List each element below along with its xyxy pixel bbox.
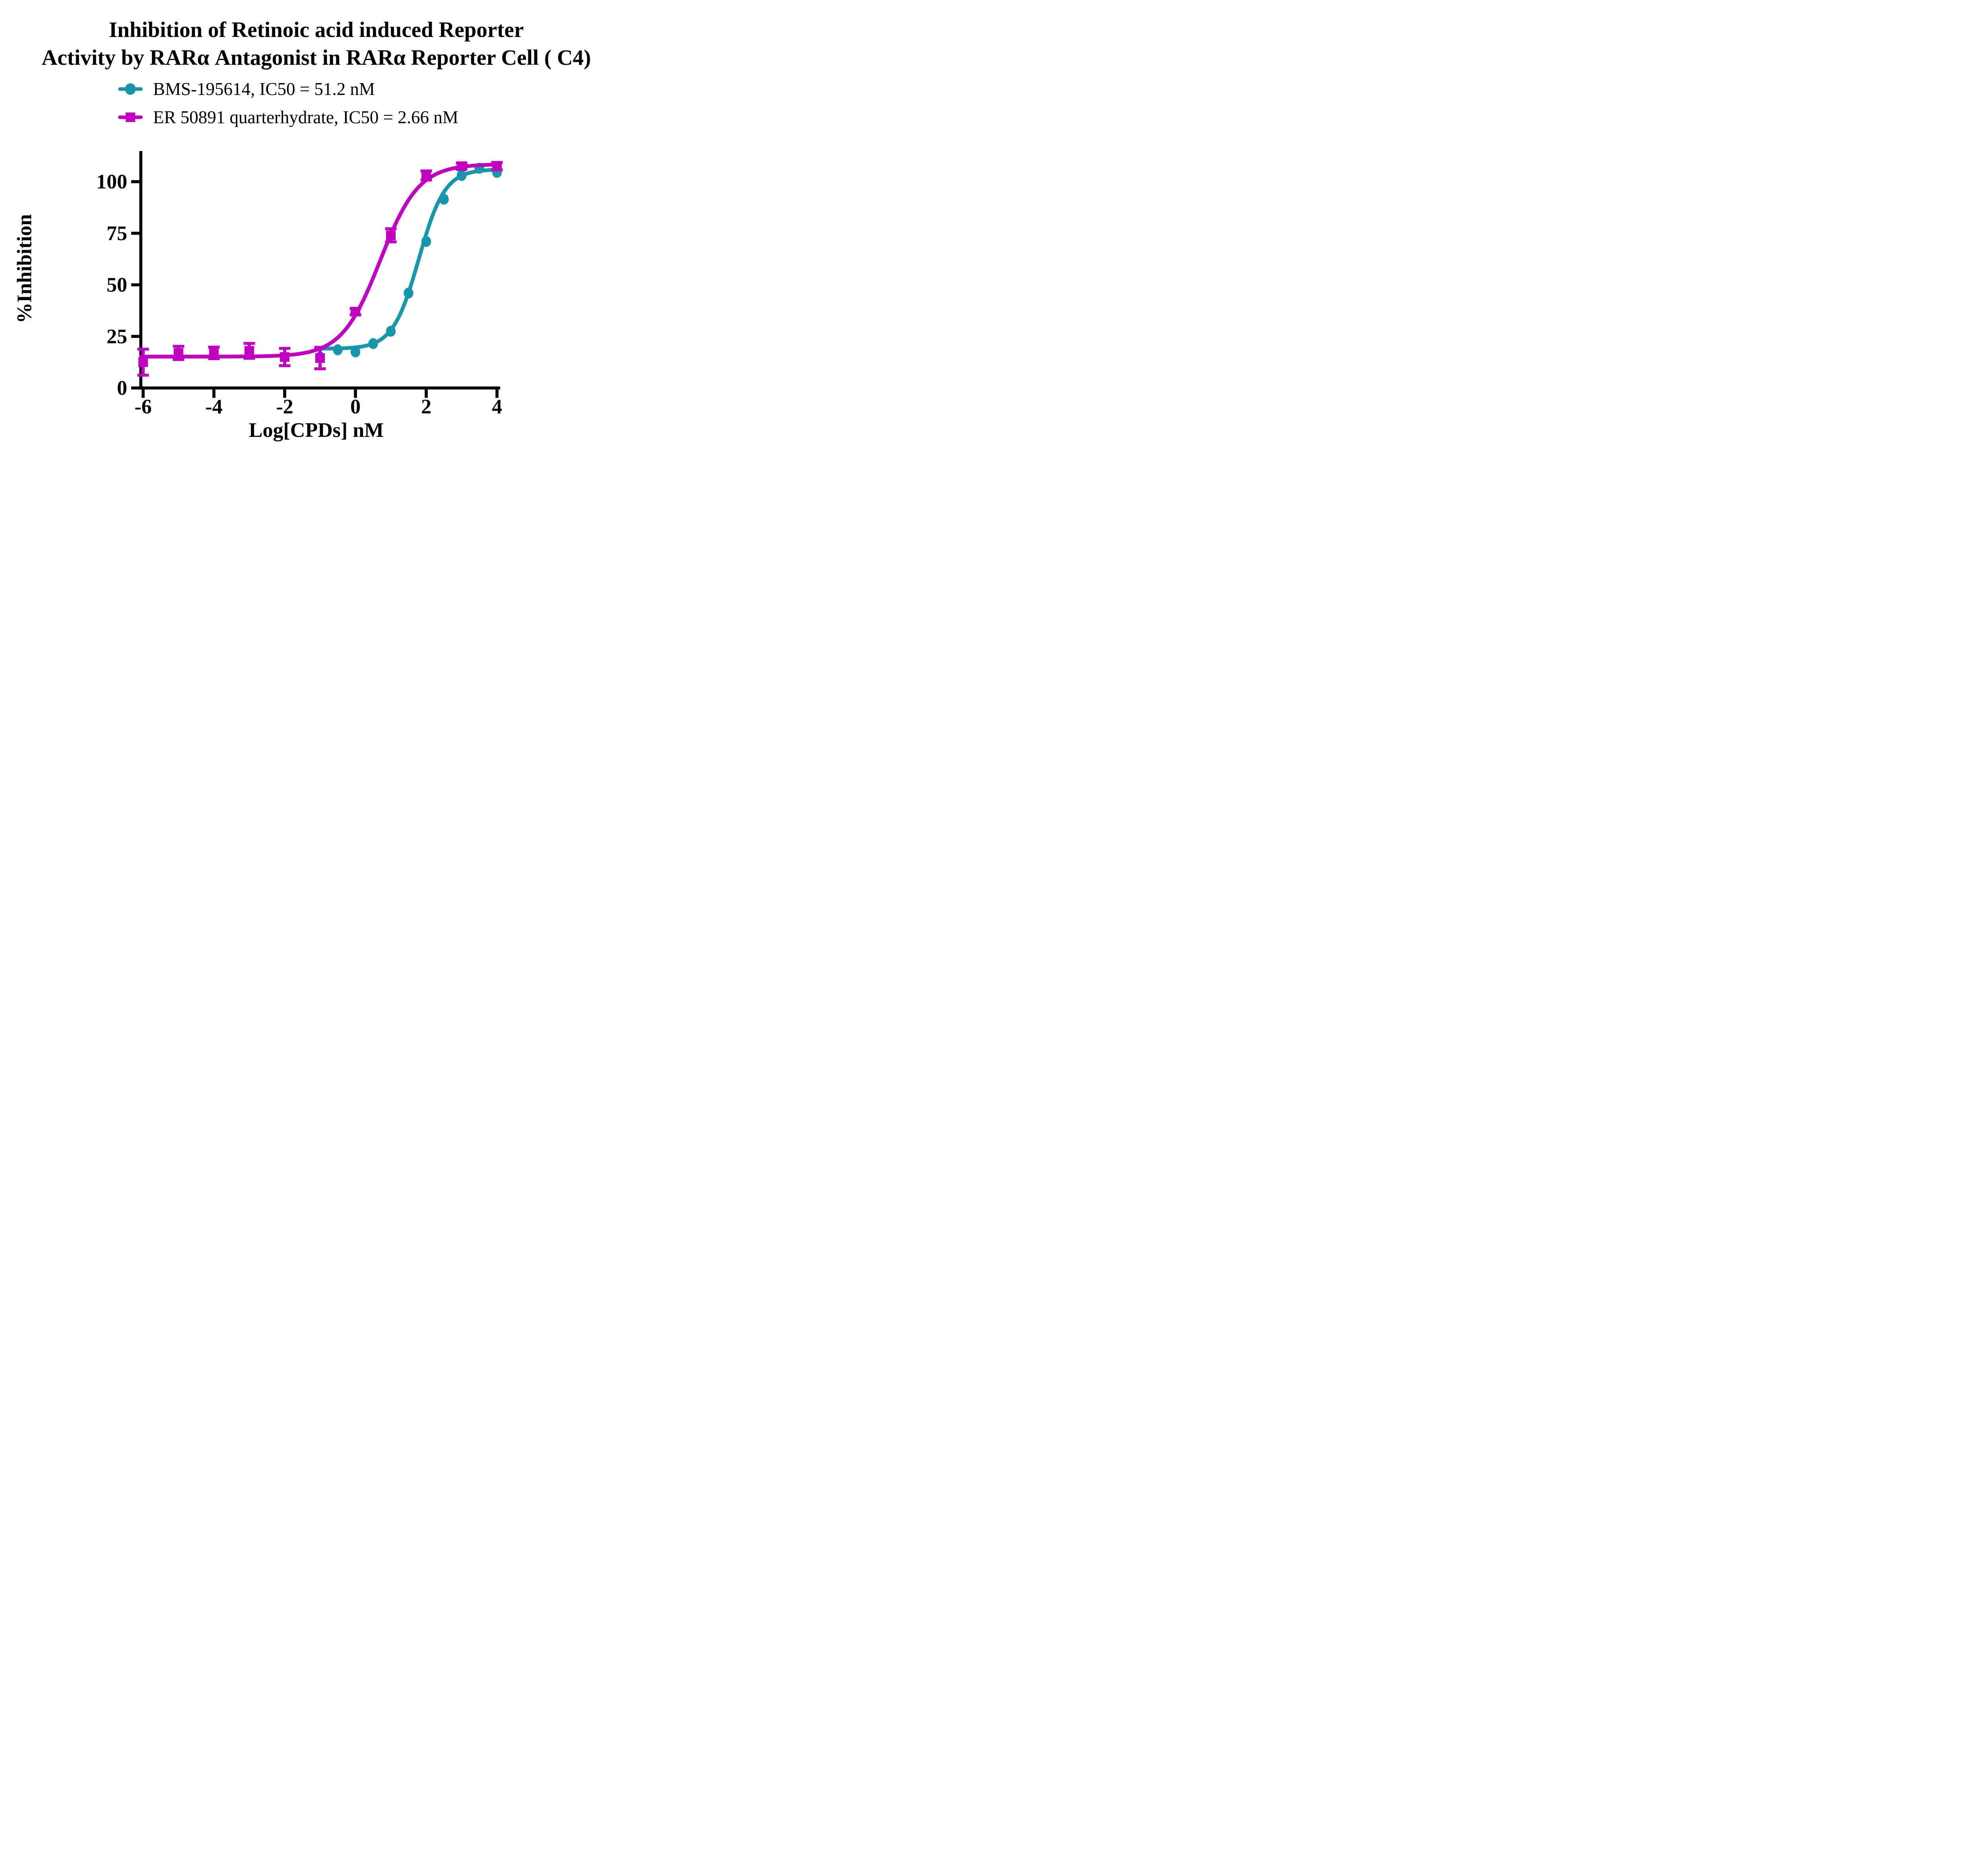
error-bar-cap-bottom — [243, 357, 255, 360]
legend-label-bms: BMS-195614, IC50 = 51.2 nM — [153, 79, 375, 99]
data-point-marker-square — [138, 357, 148, 367]
chart-canvas: Inhibition of Retinoic acid induced Repo… — [0, 0, 633, 464]
x-tick — [425, 389, 428, 398]
data-point-marker-circle — [386, 326, 396, 337]
x-tick — [283, 389, 286, 398]
legend-square-marker — [126, 112, 135, 122]
data-point-marker-square — [386, 230, 396, 240]
error-bar-cap-top — [385, 227, 397, 231]
y-tick-label: 25 — [107, 325, 127, 348]
y-tick — [131, 231, 140, 235]
data-point-marker-circle — [404, 287, 414, 299]
data-point-marker-square — [350, 306, 361, 317]
data-point-marker-square — [280, 352, 290, 362]
x-tick-label: -6 — [134, 396, 151, 418]
data-point-marker-circle — [439, 194, 449, 205]
axes: -6 -4 -2 0 2 4 0 25 50 75 100 — [96, 151, 502, 418]
x-tick-label: -4 — [205, 396, 222, 418]
error-bar-cap-bottom — [173, 358, 184, 361]
x-tick — [142, 389, 145, 398]
legend-item-er: ER 50891 quarterhydrate, IC50 = 2.66 nM — [118, 107, 458, 127]
error-bar-cap-top — [208, 345, 220, 349]
y-tick-label: 50 — [107, 274, 127, 297]
data-point-marker-circle — [368, 338, 378, 349]
x-tick — [495, 389, 499, 398]
data-point-marker-square — [173, 348, 184, 358]
y-tick — [131, 386, 140, 390]
error-bar-cap-bottom — [208, 357, 220, 361]
legend-circle-marker — [125, 83, 136, 95]
chart-title-line2: Activity by RARα Antagonist in RARα Repo… — [41, 45, 591, 70]
error-bar-cap-bottom — [279, 364, 291, 367]
legend-item-bms: BMS-195614, IC50 = 51.2 nM — [118, 79, 458, 99]
legend-label-er: ER 50891 quarterhydrate, IC50 = 2.66 nM — [153, 107, 458, 127]
x-tick — [212, 389, 215, 398]
error-bar-cap-bottom — [137, 374, 149, 377]
x-axis-title: Log[CPDs] nM — [248, 419, 384, 442]
data-point-marker-square — [315, 353, 325, 363]
data-point-marker-circle — [456, 170, 467, 181]
square-marker-icon — [118, 111, 143, 123]
y-tick-label: 100 — [96, 171, 127, 193]
data-point-marker-square — [421, 171, 431, 180]
y-axis-title: %Inhibition — [13, 214, 36, 324]
error-bar-cap-top — [243, 342, 255, 345]
y-tick — [131, 180, 140, 183]
data-point-marker-circle — [350, 346, 361, 357]
x-tick-label: 0 — [350, 396, 361, 418]
data-point-marker-square — [244, 346, 254, 356]
error-bar-cap-top — [279, 347, 291, 350]
chart-title-line1: Inhibition of Retinoic acid induced Repo… — [109, 17, 524, 42]
data-point-marker-square — [492, 161, 502, 171]
data-point-marker-circle — [421, 236, 431, 247]
plot-svg: -6 -4 -2 0 2 4 0 25 50 75 100 — [96, 151, 503, 418]
x-tick-label: -2 — [276, 396, 293, 418]
data-point-marker-square — [456, 161, 467, 171]
x-tick-label: 2 — [421, 396, 431, 418]
error-bar-cap-top — [314, 346, 326, 349]
error-bar-cap-top — [137, 347, 149, 351]
data-point-marker-circle — [333, 344, 343, 355]
legend: BMS-195614, IC50 = 51.2 nM ER 50891 quar… — [118, 79, 458, 136]
series-bms-curve — [318, 168, 499, 351]
x-tick — [354, 389, 357, 398]
chart-title: Inhibition of Retinoic acid induced Repo… — [0, 16, 633, 72]
circle-marker-icon — [118, 83, 143, 95]
x-axis-line — [138, 386, 500, 390]
series-er — [137, 161, 503, 377]
y-tick-label: 0 — [117, 377, 127, 400]
error-bar-cap-top — [173, 345, 184, 348]
data-point-marker-square — [209, 348, 219, 358]
x-tick-label: 4 — [492, 396, 502, 418]
y-axis-line — [139, 151, 142, 390]
error-bar-cap-bottom — [385, 240, 397, 244]
error-bar-cap-bottom — [314, 367, 326, 370]
y-tick-label: 75 — [107, 222, 127, 245]
y-tick — [131, 335, 140, 338]
y-tick — [131, 283, 140, 287]
